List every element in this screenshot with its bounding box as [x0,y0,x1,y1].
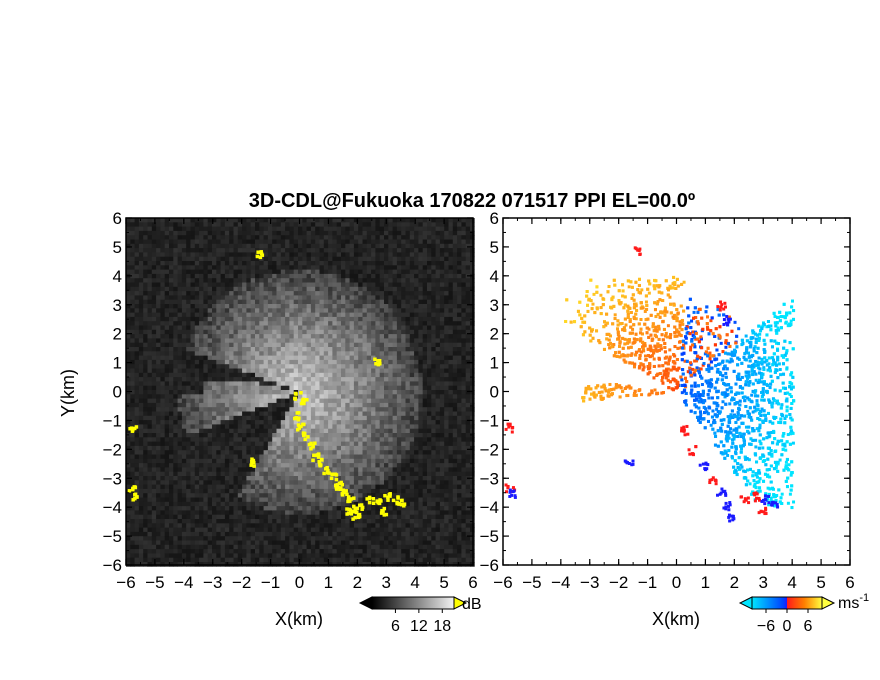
velocity-y-tick-label: 0 [490,383,499,402]
reflectivity-colorbar-under-arrow [358,596,373,610]
reflectivity-y-tick-label: −6 [103,556,122,575]
velocity-y-tick-label: 2 [490,325,499,344]
velocity-x-tick-label: −1 [638,573,657,592]
velocity-x-tick-label: 1 [701,573,710,592]
velocity-y-tick-label: 3 [490,296,499,315]
reflectivity-data [126,218,475,567]
velocity-y-tick-label: −1 [480,411,499,430]
reflectivity-x-tick-label: 2 [353,573,362,592]
velocity-x-tick-label: 0 [672,573,681,592]
velocity-x-tick-label: 4 [787,573,796,592]
reflectivity-colorbar-unit: dB [462,596,482,613]
reflectivity-x-tick-label: 6 [468,573,477,592]
reflectivity-x-tick-label: −4 [174,573,193,592]
reflectivity-colorbar-over-arrow [453,596,468,610]
reflectivity-colorbar-tick-label: 18 [433,618,451,635]
velocity-x-tick-label: 3 [759,573,768,592]
reflectivity-x-tick-label: 4 [410,573,419,592]
reflectivity-y-tick-label: 3 [113,296,122,315]
velocity-x-tick-label: −4 [551,573,570,592]
reflectivity-x-tick-label: −6 [116,573,135,592]
reflectivity-y-tick-label: 5 [113,238,122,257]
reflectivity-y-tick-label: −1 [103,411,122,430]
velocity-y-tick-label: −2 [480,440,499,459]
velocity-y-tick-label: 5 [490,238,499,257]
reflectivity-y-tick-label: −5 [103,527,122,546]
reflectivity-y-tick-label: −4 [103,498,122,517]
velocity-colorbar-under-arrow [738,596,753,610]
reflectivity-y-tick-label: 4 [113,267,122,286]
velocity-y-tick-label: −5 [480,527,499,546]
velocity-x-axis-label: X(km) [652,609,700,629]
reflectivity-x-tick-label: −1 [261,573,280,592]
velocity-x-tick-label: 2 [730,573,739,592]
reflectivity-x-tick-label: −2 [232,573,251,592]
velocity-y-tick-label: 6 [490,209,499,228]
velocity-data [504,246,796,523]
reflectivity-x-tick-label: 3 [382,573,391,592]
reflectivity-colorbar-bar [371,596,455,610]
reflectivity-colorbar-tick-label: 12 [410,618,428,635]
velocity-colorbar: −6 0 6 [738,596,836,635]
velocity-x-tick-label: −3 [580,573,599,592]
reflectivity-x-tick-label: 0 [295,573,304,592]
velocity-colorbar-tick-label: −6 [757,618,775,635]
reflectivity-x-tick-label: 1 [324,573,333,592]
reflectivity-y-tick-label: 2 [113,325,122,344]
velocity-y-tick-label: −6 [480,556,499,575]
velocity-y-tick-label: −3 [480,469,499,488]
reflectivity-y-tick-label: −2 [103,440,122,459]
velocity-x-tick-label: 5 [816,573,825,592]
velocity-colorbar-tick-label: 0 [783,618,792,635]
velocity-x-tick-label: 6 [845,573,854,592]
velocity-colorbar-bar [751,596,823,610]
reflectivity-y-tick-label: 1 [113,354,122,373]
velocity-x-tick-label: −6 [493,573,512,592]
reflectivity-y-axis-label: Y(km) [58,369,78,417]
velocity-plot-area [503,218,850,565]
reflectivity-x-axis-label: X(km) [275,609,323,629]
figure-title: 3D-CDL@Fukuoka 170822 071517 PPI EL=00.0… [249,190,695,212]
velocity-colorbar-tick-label: 6 [804,618,813,635]
velocity-y-tick-label: 4 [490,267,499,286]
reflectivity-x-tick-label: −3 [203,573,222,592]
reflectivity-x-tick-label: −5 [145,573,164,592]
reflectivity-y-tick-label: 0 [113,383,122,402]
reflectivity-colorbar: 6 12 18 [358,596,468,635]
velocity-x-tick-label: −2 [609,573,628,592]
reflectivity-colorbar-tick-label: 6 [391,618,400,635]
velocity-x-tick-label: −5 [522,573,541,592]
velocity-colorbar-over-arrow [821,596,836,610]
velocity-colorbar-unit: ms-1 [838,592,869,612]
velocity-y-tick-label: 1 [490,354,499,373]
reflectivity-x-tick-label: 5 [439,573,448,592]
reflectivity-y-tick-label: −3 [103,469,122,488]
reflectivity-y-tick-label: 6 [113,209,122,228]
velocity-y-tick-label: −4 [480,498,499,517]
